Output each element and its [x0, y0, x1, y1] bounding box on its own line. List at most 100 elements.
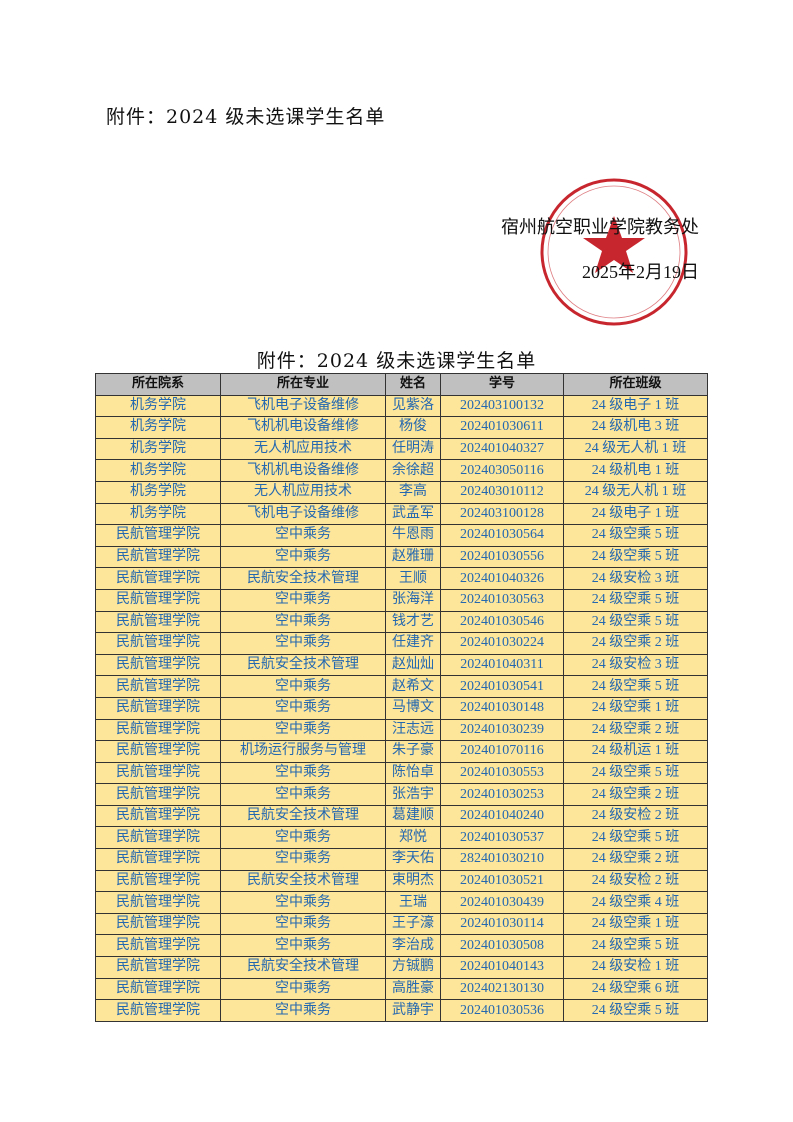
student-list-table: 所在院系 所在专业 姓名 学号 所在班级 机务学院 飞机电子设备维修 见紫洛 20240310… — [95, 373, 708, 1022]
cell-class: 24 级空乘 1 班 — [563, 696, 708, 720]
cell-department: 机务学院 — [95, 437, 221, 461]
cell-name: 王瑞 — [385, 891, 441, 914]
cell-class: 24 级空乘 2 班 — [563, 632, 708, 655]
cell-class: 24 级空乘 4 班 — [563, 891, 708, 914]
cell-department: 民航管理学院 — [95, 567, 221, 590]
cell-name: 王子濠 — [385, 912, 441, 936]
cell-class: 24 级安检 3 班 — [563, 567, 708, 590]
cell-major: 民航安全技术管理 — [220, 804, 386, 828]
cell-department: 民航管理学院 — [95, 653, 221, 677]
cell-name: 李高 — [385, 480, 441, 504]
cell-student-id: 202401030553 — [440, 761, 564, 785]
cell-name: 葛建顺 — [385, 804, 441, 828]
cell-class: 24 级电子 1 班 — [563, 502, 708, 526]
table-row: 民航管理学院 空中乘务 王瑞 202401030439 24 级空乘 4 班 — [95, 891, 708, 914]
cell-name: 见紫洛 — [385, 394, 441, 418]
cell-class: 24 级空乘 6 班 — [563, 977, 708, 1001]
cell-name: 马博文 — [385, 696, 441, 720]
table-row: 民航管理学院 空中乘务 赵希文 202401030541 24 级空乘 5 班 — [95, 675, 708, 698]
cell-name: 任建齐 — [385, 632, 441, 655]
cell-name: 李天佑 — [385, 848, 441, 871]
cell-class: 24 级空乘 5 班 — [563, 761, 708, 785]
cell-student-id: 202401030611 — [440, 416, 564, 439]
cell-name: 武静宇 — [385, 999, 441, 1022]
cell-class: 24 级机电 1 班 — [563, 459, 708, 482]
column-header-class: 所在班级 — [563, 373, 708, 396]
cell-student-id: 202401030541 — [440, 675, 564, 698]
cell-department: 民航管理学院 — [95, 524, 221, 547]
cell-major: 民航安全技术管理 — [220, 653, 386, 677]
cell-department: 民航管理学院 — [95, 912, 221, 936]
table-row: 民航管理学院 民航安全技术管理 方铖鹏 202401040143 24 级安检 1 班 — [95, 956, 708, 979]
cell-major: 空中乘务 — [220, 545, 386, 569]
issue-date: 2025年2月19日 — [582, 262, 699, 282]
cell-class: 24 级安检 2 班 — [563, 804, 708, 828]
table-row: 民航管理学院 空中乘务 马博文 202401030148 24 级空乘 1 班 — [95, 696, 708, 720]
cell-name: 牛恩雨 — [385, 524, 441, 547]
table-header-row: 所在院系 所在专业 姓名 学号 所在班级 — [95, 373, 708, 396]
cell-student-id: 202401030546 — [440, 610, 564, 634]
table-row: 民航管理学院 空中乘务 武静宇 202401030536 24 级空乘 5 班 — [95, 999, 708, 1022]
cell-major: 飞机机电设备维修 — [220, 459, 386, 482]
cell-department: 机务学院 — [95, 394, 221, 418]
cell-major: 飞机电子设备维修 — [220, 394, 386, 418]
cell-department: 民航管理学院 — [95, 783, 221, 806]
cell-student-id: 202401030439 — [440, 891, 564, 914]
table-row: 民航管理学院 空中乘务 李治成 202401030508 24 级空乘 5 班 — [95, 934, 708, 958]
table-row: 机务学院 无人机应用技术 李高 202403010112 24 级无人机 1 班 — [95, 480, 708, 504]
cell-class: 24 级空乘 5 班 — [563, 610, 708, 634]
seal-star-icon — [583, 216, 645, 273]
cell-student-id: 202402130130 — [440, 977, 564, 1001]
table-row: 机务学院 飞机电子设备维修 见紫洛 202403100132 24 级电子 1 班 — [95, 394, 708, 418]
cell-name: 武孟军 — [385, 502, 441, 526]
cell-department: 机务学院 — [95, 480, 221, 504]
seal-inner-ring — [547, 185, 681, 319]
table-row: 民航管理学院 空中乘务 赵雅珊 202401030556 24 级空乘 5 班 — [95, 545, 708, 569]
cell-major: 空中乘务 — [220, 848, 386, 871]
table-row: 民航管理学院 民航安全技术管理 王顺 202401040326 24 级安检 3 班 — [95, 567, 708, 590]
cell-student-id: 202403100128 — [440, 502, 564, 526]
column-header-student-id: 学号 — [440, 373, 564, 396]
cell-major: 空中乘务 — [220, 718, 386, 742]
cell-name: 杨俊 — [385, 416, 441, 439]
cell-class: 24 级空乘 2 班 — [563, 718, 708, 742]
cell-student-id: 282401030210 — [440, 848, 564, 871]
cell-major: 空中乘务 — [220, 632, 386, 655]
cell-class: 24 级空乘 5 班 — [563, 826, 708, 850]
cell-class: 24 级空乘 5 班 — [563, 675, 708, 698]
cell-major: 空中乘务 — [220, 977, 386, 1001]
table-row: 民航管理学院 空中乘务 李天佑 282401030210 24 级空乘 2 班 — [95, 848, 708, 871]
cell-student-id: 202401030239 — [440, 718, 564, 742]
cell-student-id: 202401040327 — [440, 437, 564, 461]
cell-major: 空中乘务 — [220, 675, 386, 698]
cell-major: 空中乘务 — [220, 891, 386, 914]
table-row: 民航管理学院 空中乘务 高胜豪 202402130130 24 级空乘 6 班 — [95, 977, 708, 1001]
cell-major: 空中乘务 — [220, 826, 386, 850]
cell-department: 民航管理学院 — [95, 718, 221, 742]
cell-name: 束明杰 — [385, 869, 441, 893]
table-row: 民航管理学院 空中乘务 王子濠 202401030114 24 级空乘 1 班 — [95, 912, 708, 936]
cell-name: 钱才艺 — [385, 610, 441, 634]
table-row: 机务学院 无人机应用技术 任明涛 202401040327 24 级无人机 1 班 — [95, 437, 708, 461]
table-row: 机务学院 飞机机电设备维修 余徐超 202403050116 24 级机电 1 班 — [95, 459, 708, 482]
cell-class: 24 级无人机 1 班 — [563, 437, 708, 461]
table-row: 民航管理学院 空中乘务 张海洋 202401030563 24 级空乘 5 班 — [95, 588, 708, 612]
cell-class: 24 级电子 1 班 — [563, 394, 708, 418]
cell-student-id: 202403100132 — [440, 394, 564, 418]
cell-student-id: 202401030148 — [440, 696, 564, 720]
cell-department: 民航管理学院 — [95, 740, 221, 763]
cell-name: 张海洋 — [385, 588, 441, 612]
cell-department: 民航管理学院 — [95, 632, 221, 655]
table-row: 民航管理学院 空中乘务 任建齐 202401030224 24 级空乘 2 班 — [95, 632, 708, 655]
cell-department: 机务学院 — [95, 502, 221, 526]
official-seal — [540, 178, 688, 326]
cell-major: 机场运行服务与管理 — [220, 740, 386, 763]
document-heading: 附件：2024 级未选课学生名单 — [106, 106, 386, 128]
cell-name: 余徐超 — [385, 459, 441, 482]
cell-major: 民航安全技术管理 — [220, 869, 386, 893]
cell-name: 赵雅珊 — [385, 545, 441, 569]
table-row: 民航管理学院 空中乘务 郑悦 202401030537 24 级空乘 5 班 — [95, 826, 708, 850]
cell-department: 民航管理学院 — [95, 891, 221, 914]
cell-class: 24 级安检 3 班 — [563, 653, 708, 677]
cell-student-id: 202401070116 — [440, 740, 564, 763]
